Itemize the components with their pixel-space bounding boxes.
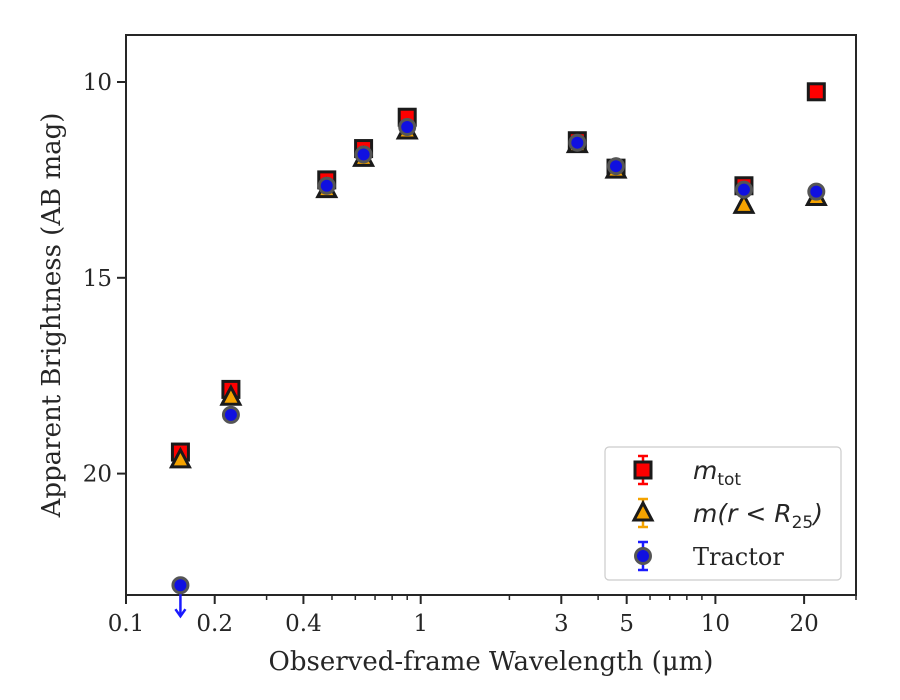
legend-label-main: m(r < R — [693, 499, 792, 528]
data-point-triangle — [219, 384, 243, 406]
y-tick-label: 15 — [83, 266, 112, 292]
data-point-circle — [398, 118, 417, 137]
x-tick-label: 0.4 — [285, 611, 322, 637]
legend-label-subscript: 25 — [792, 513, 814, 533]
x-axis-label: Observed-frame Wavelength (μm) — [269, 647, 714, 677]
data-point-circle — [734, 180, 753, 199]
y-tick-label: 10 — [83, 70, 112, 96]
data-point-square — [806, 82, 826, 102]
legend-marker-triangle — [631, 499, 655, 522]
legend-label-tail: ) — [811, 499, 823, 528]
data-point-triangle — [168, 446, 192, 469]
data-point-circle — [171, 576, 190, 595]
legend-label-subscript: tot — [717, 470, 741, 490]
data-point-circle — [354, 145, 373, 164]
data-point-circle — [807, 182, 826, 201]
y-axis-label: Apparent Brightness (AB mag) — [37, 113, 67, 519]
legend-label-main: m — [693, 456, 717, 485]
x-tick-label: 10 — [701, 611, 730, 637]
series-circle — [171, 118, 826, 619]
data-point-circle — [607, 157, 626, 176]
x-tick-label: 3 — [554, 611, 569, 637]
data-point-circle — [568, 133, 587, 152]
legend-label: m(r < R25) — [693, 499, 823, 533]
x-tick-label: 0.2 — [196, 611, 233, 637]
legend-entry: mtot — [633, 454, 741, 490]
data-point-circle — [317, 176, 336, 195]
y-tick-label: 20 — [83, 462, 112, 488]
data-point-triangle — [732, 192, 756, 214]
legend: mtot m(r < R25) Tractor — [604, 446, 842, 581]
legend-entry: Tractor — [634, 540, 784, 572]
axes: 0.1 0.2 0.4 1 3 5 10 20 10 15 20 — [83, 34, 857, 637]
legend-label: Tractor — [693, 543, 784, 571]
legend-entry: m(r < R25) — [631, 497, 823, 533]
x-tick-label: 0.1 — [108, 611, 145, 637]
upper-limit-arrowhead — [174, 608, 187, 619]
plot-frame — [125, 34, 857, 596]
x-tick-label: 5 — [619, 611, 634, 637]
x-tick-label: 20 — [789, 611, 818, 637]
legend-box — [604, 446, 842, 581]
data-point-circle — [221, 405, 240, 424]
legend-marker-circle — [634, 547, 652, 565]
legend-marker-square — [633, 460, 653, 480]
data-marks — [168, 82, 828, 619]
x-tick-label: 1 — [413, 611, 428, 637]
legend-label: mtot — [693, 456, 741, 490]
